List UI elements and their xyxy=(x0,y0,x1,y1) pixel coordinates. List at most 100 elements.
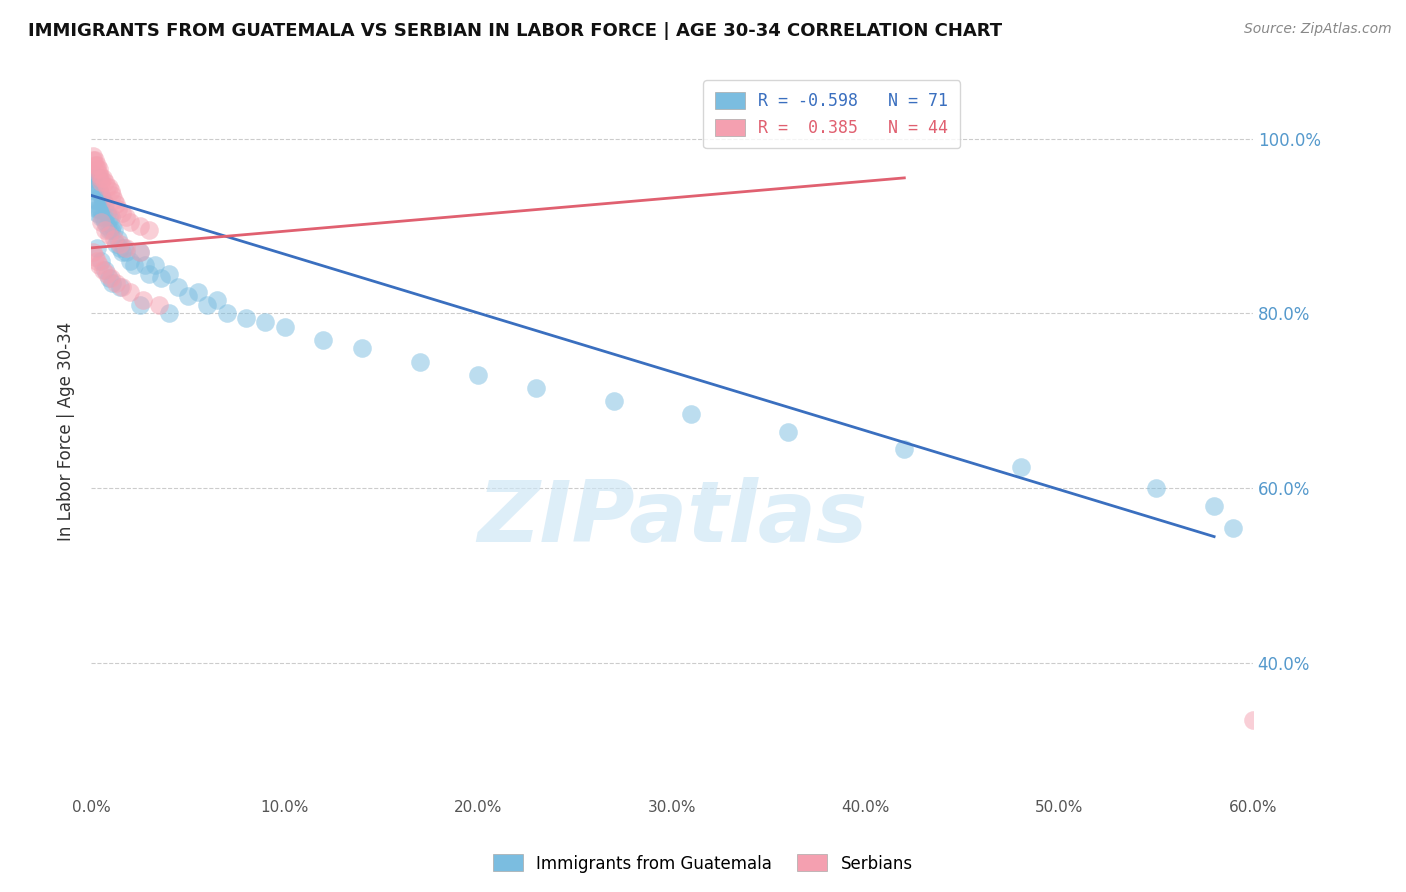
Point xyxy=(96,206,118,220)
Point xyxy=(84,193,107,207)
Point xyxy=(90,188,112,202)
Point xyxy=(235,310,257,325)
Point xyxy=(93,175,115,189)
Legend: R = -0.598   N = 71, R =  0.385   N = 44: R = -0.598 N = 71, R = 0.385 N = 44 xyxy=(703,80,960,148)
Point xyxy=(86,158,108,172)
Point xyxy=(93,214,115,228)
Legend: Immigrants from Guatemala, Serbians: Immigrants from Guatemala, Serbians xyxy=(486,847,920,880)
Point xyxy=(128,245,150,260)
Point xyxy=(93,223,115,237)
Point xyxy=(149,271,172,285)
Point xyxy=(1222,521,1244,535)
Point xyxy=(93,197,115,211)
Point xyxy=(97,271,120,285)
Point xyxy=(82,245,104,260)
Point xyxy=(87,202,110,216)
Point xyxy=(118,254,141,268)
Point xyxy=(82,175,104,189)
Point xyxy=(215,306,238,320)
Point xyxy=(187,285,209,299)
Point xyxy=(122,259,145,273)
Point xyxy=(91,262,114,277)
Point xyxy=(111,206,134,220)
Point xyxy=(103,223,125,237)
Point xyxy=(90,175,112,189)
Point xyxy=(91,193,114,207)
Point xyxy=(603,394,626,409)
Point xyxy=(167,280,190,294)
Point xyxy=(97,179,120,194)
Point xyxy=(526,381,548,395)
Point xyxy=(91,170,114,185)
Point xyxy=(101,219,124,233)
Text: Source: ZipAtlas.com: Source: ZipAtlas.com xyxy=(1244,22,1392,37)
Point xyxy=(778,425,800,439)
Point xyxy=(467,368,489,382)
Point xyxy=(108,236,131,251)
Point xyxy=(100,184,122,198)
Point xyxy=(157,267,180,281)
Point xyxy=(111,280,134,294)
Point xyxy=(205,293,228,308)
Point xyxy=(352,342,374,356)
Point xyxy=(681,407,703,421)
Point xyxy=(100,211,122,225)
Point xyxy=(97,223,120,237)
Point xyxy=(101,276,124,290)
Point xyxy=(118,285,141,299)
Point xyxy=(108,241,131,255)
Point xyxy=(86,206,108,220)
Point xyxy=(90,170,112,185)
Point xyxy=(97,227,120,242)
Point xyxy=(103,193,125,207)
Point xyxy=(90,211,112,225)
Point xyxy=(87,167,110,181)
Point xyxy=(93,262,115,277)
Text: ZIPatlas: ZIPatlas xyxy=(477,477,868,560)
Point xyxy=(86,162,108,177)
Point xyxy=(96,267,118,281)
Point xyxy=(82,170,104,185)
Point xyxy=(1010,459,1032,474)
Point xyxy=(84,179,107,194)
Point xyxy=(84,250,107,264)
Point xyxy=(105,197,128,211)
Point xyxy=(97,211,120,225)
Point xyxy=(82,167,104,181)
Point xyxy=(103,232,125,246)
Point xyxy=(134,259,156,273)
Point xyxy=(1204,499,1226,513)
Point xyxy=(115,241,138,255)
Point xyxy=(195,298,218,312)
Point xyxy=(132,293,155,308)
Point xyxy=(90,254,112,268)
Point xyxy=(84,158,107,172)
Point xyxy=(82,153,104,168)
Point xyxy=(87,184,110,198)
Point xyxy=(128,298,150,312)
Point xyxy=(105,276,128,290)
Point xyxy=(312,333,335,347)
Point xyxy=(107,202,129,216)
Point xyxy=(107,232,129,246)
Point xyxy=(138,223,160,237)
Point xyxy=(100,271,122,285)
Point xyxy=(91,211,114,225)
Point xyxy=(893,442,915,456)
Point xyxy=(90,202,112,216)
Point xyxy=(108,280,131,294)
Point xyxy=(87,162,110,177)
Point xyxy=(87,259,110,273)
Point xyxy=(409,354,432,368)
Point xyxy=(143,259,166,273)
Point xyxy=(82,149,104,163)
Point xyxy=(86,254,108,268)
Point xyxy=(84,184,107,198)
Point xyxy=(96,219,118,233)
Point xyxy=(96,179,118,194)
Point xyxy=(87,170,110,185)
Point xyxy=(101,188,124,202)
Point xyxy=(105,236,128,251)
Point xyxy=(84,153,107,168)
Point xyxy=(115,245,138,260)
